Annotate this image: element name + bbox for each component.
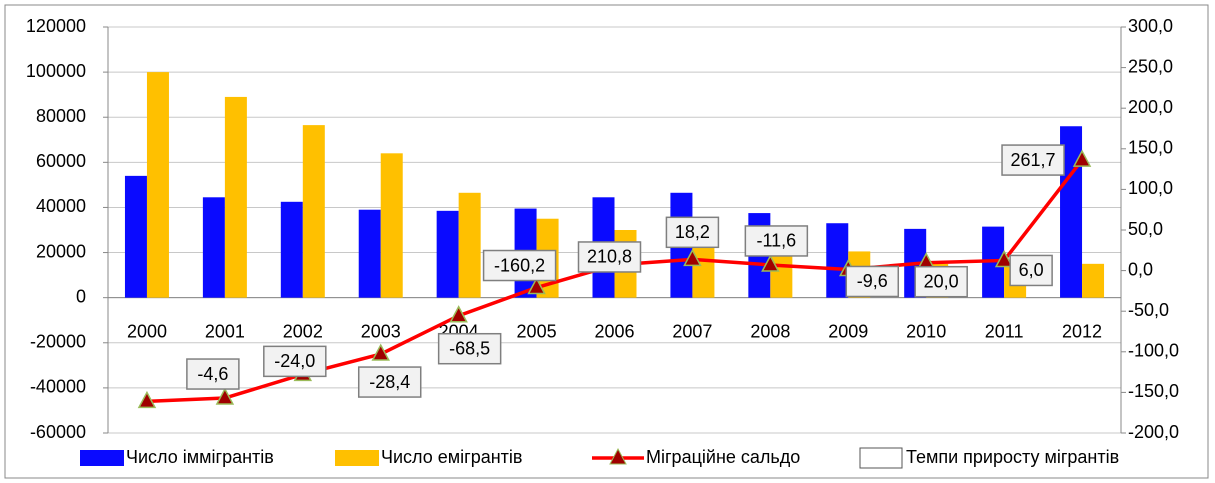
x-tick-label: 2003	[361, 321, 401, 341]
x-tick-label: 2001	[205, 321, 245, 341]
bar	[124, 175, 147, 298]
y2-tick-label: -150,0	[1128, 381, 1179, 401]
y2-tick-label: -200,0	[1128, 422, 1179, 442]
data-label-box	[665, 216, 720, 249]
y2-tick-label: 50,0	[1128, 219, 1163, 239]
growth-marker	[613, 97, 617, 101]
legend-label: Число іммігрантів	[126, 447, 274, 467]
growth-marker	[379, 292, 383, 296]
bar	[146, 72, 169, 298]
data-label: 210,8	[587, 247, 632, 267]
line-marker	[215, 387, 235, 405]
legend-swatch	[80, 450, 124, 466]
bar	[202, 197, 225, 298]
x-tick-label: 2007	[672, 321, 712, 341]
y2-tick-label: 150,0	[1128, 138, 1173, 158]
y-tick-label: -20000	[30, 332, 86, 352]
growth-marker	[457, 324, 461, 328]
y2-tick-label: 200,0	[1128, 97, 1173, 117]
legend-label: Число емігрантів	[381, 447, 523, 467]
data-label: 20,0	[924, 271, 959, 291]
bar	[380, 153, 403, 298]
y2-tick-label: 0,0	[1128, 259, 1153, 279]
bar	[770, 245, 793, 298]
y-tick-label: 20000	[36, 241, 86, 261]
line-marker	[761, 254, 780, 272]
data-label-box	[1001, 144, 1065, 176]
x-tick-label: 2008	[750, 321, 790, 341]
x-tick-label: 2009	[828, 321, 868, 341]
data-label: -28,4	[369, 372, 410, 392]
y2-tick-label: 300,0	[1128, 16, 1173, 36]
y-tick-label: -40000	[30, 377, 86, 397]
bar	[358, 209, 381, 298]
data-label: -11,6	[756, 231, 796, 251]
data-label-box	[263, 345, 327, 378]
data-label: 6,0	[1019, 260, 1044, 280]
x-tick-label: 2010	[906, 321, 946, 341]
x-tick-label: 2000	[127, 321, 167, 341]
bar	[826, 223, 849, 298]
data-label-box	[577, 241, 642, 273]
bar	[458, 192, 481, 298]
y2-tick-label: 250,0	[1128, 56, 1173, 76]
data-label-box	[1009, 254, 1053, 287]
bar	[280, 201, 303, 298]
y-tick-label: -60000	[30, 422, 86, 442]
bar	[302, 125, 325, 298]
growth-marker	[768, 278, 772, 282]
growth-marker	[1002, 264, 1006, 268]
data-label-box	[744, 225, 809, 257]
growth-marker	[924, 252, 928, 256]
data-label: 18,2	[675, 222, 710, 242]
line-marker	[137, 390, 157, 409]
y-tick-label: 40000	[36, 196, 86, 216]
line-marker	[527, 276, 546, 295]
x-tick-label: 2006	[594, 321, 634, 341]
growth-marker	[223, 272, 227, 276]
y2-tick-label: 100,0	[1128, 178, 1173, 198]
growth-marker	[690, 254, 694, 258]
x-tick-label: 2005	[517, 321, 557, 341]
data-label-box	[845, 265, 900, 298]
bar	[436, 210, 459, 298]
x-tick-label: 2002	[283, 321, 323, 341]
line-marker	[994, 249, 1014, 268]
data-label-box	[186, 358, 240, 390]
line-marker	[1072, 149, 1092, 167]
growth-marker	[301, 288, 305, 292]
y-tick-label: 100000	[26, 61, 86, 81]
legend-label: Міграційне сальдо	[646, 447, 800, 467]
legend-swatch	[859, 447, 903, 469]
x-tick-label: 2012	[1062, 321, 1102, 341]
legend-marker	[609, 447, 627, 465]
y-tick-label: 0	[76, 286, 86, 306]
data-label-box	[437, 332, 502, 365]
y-tick-label: 120000	[26, 16, 86, 36]
line-marker	[371, 343, 390, 361]
growth-marker	[1080, 56, 1084, 60]
bar	[1082, 263, 1105, 298]
data-label: -68,5	[449, 338, 490, 358]
data-label-box	[482, 249, 557, 282]
bar	[224, 96, 247, 298]
growth-marker	[535, 399, 539, 403]
data-label: 261,7	[1011, 150, 1056, 170]
y2-tick-label: -100,0	[1128, 341, 1179, 361]
data-label: -4,6	[197, 364, 228, 384]
line-marker	[683, 248, 702, 267]
data-label-box	[914, 265, 968, 298]
data-label-box	[357, 366, 422, 398]
y-tick-label: 80000	[36, 106, 86, 126]
data-label: -24,0	[274, 351, 315, 371]
line-marker	[449, 305, 468, 323]
y-tick-label: 60000	[36, 151, 86, 171]
legend-swatch	[335, 450, 379, 466]
data-label: -160,2	[494, 255, 545, 275]
legend-label: Темпи приросту мігрантів	[906, 447, 1119, 467]
data-label: -9,6	[857, 271, 888, 291]
y2-tick-label: -50,0	[1128, 300, 1169, 320]
x-tick-label: 2011	[985, 321, 1024, 341]
